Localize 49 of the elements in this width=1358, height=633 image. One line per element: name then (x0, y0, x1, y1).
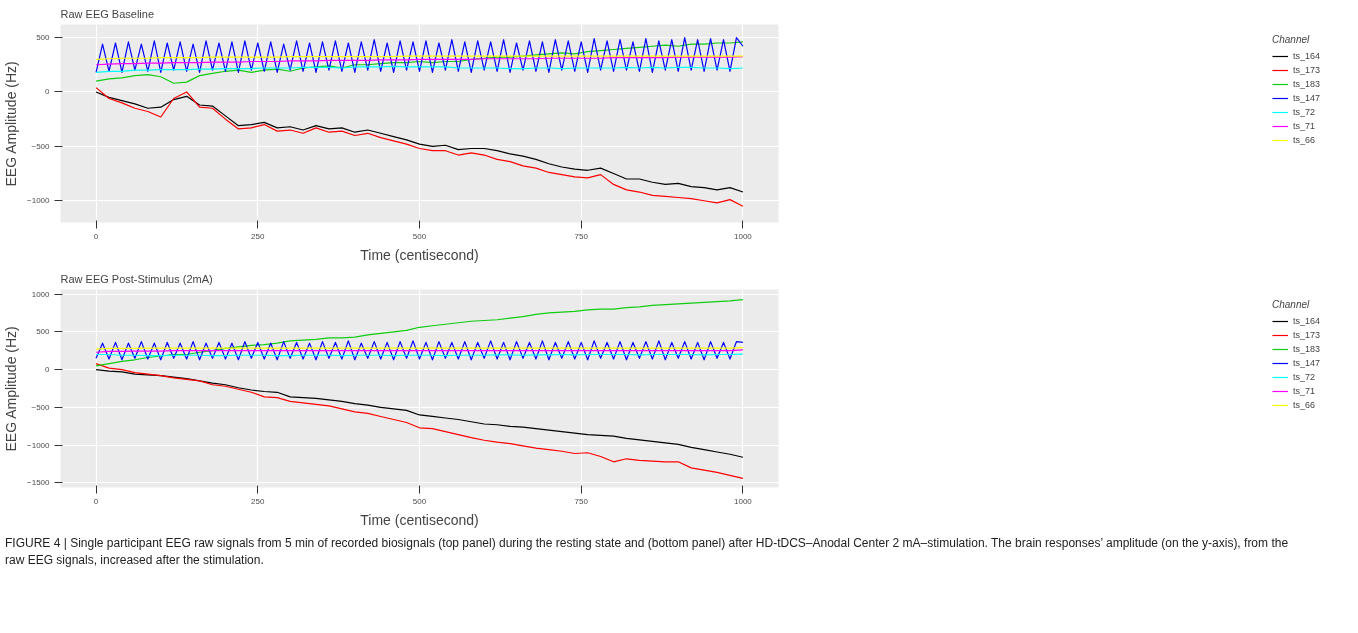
legend-label: ts_164 (1292, 316, 1320, 326)
x-tick-label: 250 (251, 231, 266, 241)
legend-label: ts_147 (1292, 93, 1320, 103)
legend-label: ts_71 (1292, 121, 1315, 131)
y-tick-label: −500 (31, 141, 51, 151)
legend-label: ts_71 (1292, 386, 1315, 396)
x-tick-label: 500 (412, 231, 427, 241)
line-series (95, 369, 744, 458)
y-tick-label: −500 (31, 402, 51, 412)
line-series (95, 36, 744, 73)
line-series (95, 299, 744, 367)
legend-label: ts_173 (1292, 65, 1320, 75)
y-tick-label: 1000 (31, 289, 51, 299)
x-axis-title: Time (centisecond) (360, 246, 479, 263)
legend-title: Channel (1271, 299, 1311, 310)
line-series (95, 41, 744, 84)
legend-label: ts_72 (1292, 107, 1315, 117)
x-tick-label: 1000 (734, 496, 753, 506)
legend-label: ts_66 (1292, 400, 1315, 410)
y-tick-label: −1000 (27, 196, 51, 206)
y-tick-label: 500 (36, 33, 51, 43)
legend-label: ts_164 (1292, 51, 1320, 61)
legend-label: ts_66 (1292, 135, 1315, 145)
y-tick-label: 0 (45, 87, 51, 97)
y-tick-label: 500 (36, 327, 51, 337)
x-tick-label: 0 (93, 496, 99, 506)
line-series (95, 340, 744, 361)
y-axis-title: EEG Amplitude (Hz) (3, 326, 20, 452)
chart-title: Raw EEG Post-Stimulus (2mA) (60, 272, 213, 285)
line-series (95, 362, 744, 480)
legend-label: ts_72 (1292, 372, 1315, 382)
legend-label: ts_183 (1292, 79, 1320, 89)
x-tick-label: 500 (412, 496, 427, 506)
x-axis-title: Time (centisecond) (360, 511, 479, 528)
x-tick-label: 250 (251, 496, 266, 506)
y-tick-label: 0 (45, 365, 51, 375)
legend-label: ts_173 (1292, 330, 1320, 340)
x-tick-label: 1000 (734, 231, 753, 241)
legend-title: Channel (1271, 34, 1311, 45)
caption: FIGURE 4 | Single participant EEG raw signals from 5 min of recorded biosignals (top panel) during the resting state and (bottom panel) after HD-tDCS–Anodal Center 2 mA–stimulation. The brain responses’ amplitude (on the y-axis), from the raw EEG signals, increased after the stimulation. (5, 535, 1290, 570)
chart-title: Raw EEG Baseline (60, 7, 155, 20)
y-axis-title: EEG Amplitude (Hz) (3, 61, 20, 187)
legend-label: ts_183 (1292, 344, 1320, 354)
legend-label: ts_147 (1292, 358, 1320, 368)
y-tick-label: −1000 (27, 440, 51, 450)
x-tick-label: 0 (93, 231, 99, 241)
x-tick-label: 750 (574, 496, 589, 506)
y-tick-label: −1500 (27, 478, 51, 488)
x-tick-label: 750 (574, 231, 589, 241)
